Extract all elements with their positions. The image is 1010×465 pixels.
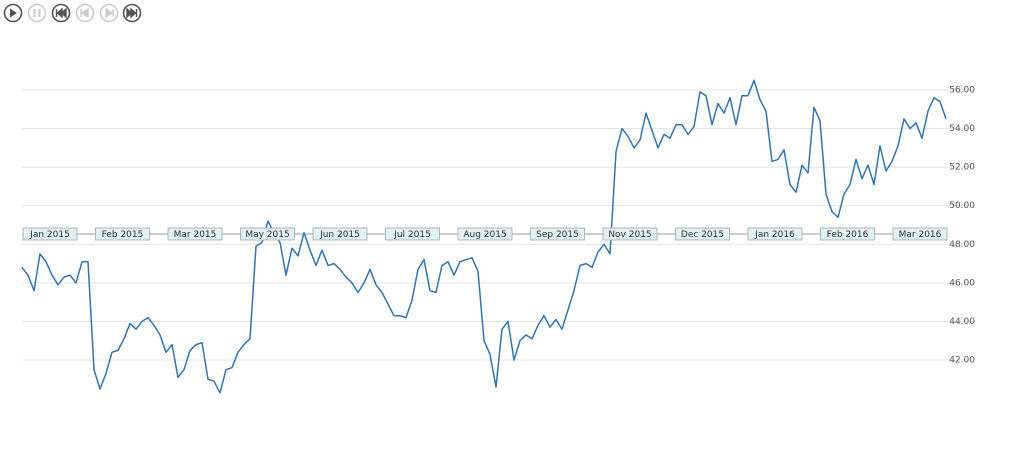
month-label: Nov 2015: [602, 227, 658, 241]
month-label: Feb 2016: [820, 227, 875, 241]
x-tick-label: Mar 2015: [174, 230, 217, 240]
month-box: [312, 227, 368, 241]
month-box: [602, 227, 658, 241]
x-tick-label: Jan 2016: [754, 230, 795, 240]
x-tick-label: Jul 2015: [393, 230, 431, 240]
month-box: [95, 227, 150, 241]
y-tick-label: 46.00: [949, 278, 975, 288]
pause-button[interactable]: [27, 3, 47, 23]
month-box: [892, 227, 948, 241]
month-box: [240, 227, 295, 241]
x-tick-label: May 2015: [245, 230, 289, 240]
y-tick-label: 48.00: [949, 240, 975, 250]
x-tick-label: Aug 2015: [463, 230, 506, 240]
month-box: [167, 227, 223, 241]
month-box: [820, 227, 875, 241]
x-tick-label: Dec 2015: [681, 230, 724, 240]
month-label: Dec 2015: [675, 227, 730, 241]
player-controls: [3, 3, 142, 23]
y-tick-label: 52.00: [949, 163, 975, 173]
previous-button[interactable]: [75, 3, 95, 23]
next-button[interactable]: [99, 3, 119, 23]
month-label: Mar 2015: [167, 227, 223, 241]
x-tick-label: Nov 2015: [608, 230, 651, 240]
y-tick-label: 50.00: [949, 201, 975, 211]
y-tick-label: 54.00: [949, 124, 975, 134]
x-tick-label: Feb 2016: [827, 230, 869, 240]
last-button[interactable]: [122, 3, 142, 23]
x-tick-label: Jun 2015: [319, 230, 360, 240]
y-tick-label: 42.00: [949, 356, 975, 366]
month-box: [530, 227, 585, 241]
month-label: Jul 2015: [385, 227, 440, 241]
x-tick-label: Sep 2015: [536, 230, 579, 240]
month-box: [675, 227, 730, 241]
month-label: Feb 2015: [95, 227, 150, 241]
month-label: Jan 2015: [22, 227, 78, 241]
x-tick-label: Feb 2015: [102, 230, 144, 240]
play-button[interactable]: [3, 3, 23, 23]
y-tick-label: 44.00: [949, 317, 975, 327]
month-box: [22, 227, 78, 241]
month-box: [385, 227, 440, 241]
month-label: Sep 2015: [530, 227, 585, 241]
y-tick-label: 56.00: [949, 85, 975, 95]
month-label: Aug 2015: [457, 227, 513, 241]
month-box: [457, 227, 513, 241]
data-line: [21, 79, 947, 394]
month-label: Jan 2016: [747, 227, 803, 241]
month-label: May 2015: [240, 227, 295, 241]
month-label: Mar 2016: [892, 227, 948, 241]
month-box: [747, 227, 803, 241]
x-tick-label: Mar 2016: [899, 230, 942, 240]
x-tick-label: Jan 2015: [29, 230, 70, 240]
month-label: Jun 2015: [312, 227, 368, 241]
first-button[interactable]: [51, 3, 71, 23]
